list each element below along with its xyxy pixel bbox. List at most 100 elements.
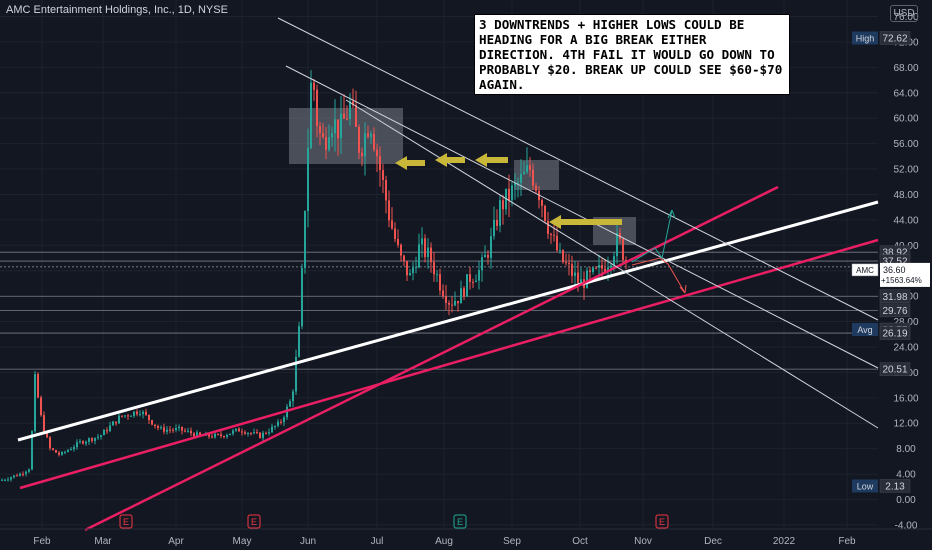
candle-body (322, 133, 324, 137)
candle-body (73, 447, 75, 450)
candle-body (274, 425, 276, 427)
candle-body (571, 264, 573, 276)
earnings-marker[interactable] (119, 514, 133, 529)
candle-body (424, 238, 426, 258)
price-label-badge[interactable] (879, 303, 911, 318)
candle-body (94, 437, 96, 441)
candle-body (487, 254, 489, 258)
x-tick-label: 2022 (773, 536, 796, 547)
price-tag-label: Avg (857, 325, 872, 335)
candle-body (376, 149, 378, 157)
last-price-value: 36.60 (883, 265, 906, 275)
candle-body (556, 235, 558, 251)
candle-body (79, 441, 81, 443)
candle-body (268, 432, 270, 434)
candle-body (445, 296, 447, 303)
price-label-badge[interactable] (879, 326, 911, 340)
candle-body (52, 448, 54, 450)
x-tick-label: Aug (435, 536, 453, 547)
candle-body (232, 430, 234, 434)
candle-body (43, 415, 45, 432)
candle-body (406, 260, 408, 276)
candle-body (379, 156, 381, 171)
price-label-badge[interactable] (879, 479, 911, 493)
candle-body (142, 411, 144, 415)
candle-body (157, 425, 159, 429)
time-axis[interactable]: Feb Mar Apr May Jun Jul Aug Sep Oct Nov Dec 2022 Feb (0, 528, 932, 547)
candle-body (160, 427, 162, 429)
candle-body (454, 300, 456, 306)
currency-button[interactable]: USD (890, 5, 918, 22)
candle-body (493, 219, 495, 237)
annotation-note[interactable]: 3 DOWNTRENDS + HIGHER LOWS COULD BE HEAD… (474, 14, 790, 95)
candle-body (586, 270, 588, 288)
yellow-left-arrow (475, 153, 508, 167)
candle-body (100, 435, 102, 437)
candle-body (520, 174, 522, 183)
price-label-badge[interactable] (879, 289, 911, 304)
candle-body (133, 411, 135, 416)
y-tick-label: 16.00 (893, 393, 918, 404)
candle-body (466, 274, 468, 297)
candle-body (547, 220, 549, 234)
candle-body (373, 134, 375, 150)
price-label-badge[interactable] (879, 31, 911, 45)
candle-body (301, 267, 303, 327)
candle-body (343, 113, 345, 119)
candle-body (61, 452, 63, 455)
candle-body (265, 432, 267, 434)
candle-body (163, 427, 165, 432)
candle-body (247, 432, 249, 434)
candle-body (193, 433, 195, 437)
candle-body (88, 438, 90, 442)
price-label-badge[interactable] (879, 362, 911, 376)
candle-body (529, 165, 531, 170)
candle-body (391, 220, 393, 229)
candle-body (394, 228, 396, 240)
candle-body (10, 477, 12, 480)
yellow-left-arrow (395, 156, 425, 170)
candle-body (616, 233, 618, 257)
last-price-symbol-badge[interactable] (851, 263, 879, 277)
candle-body (484, 254, 486, 258)
candle-body (145, 411, 147, 415)
candle-body (355, 105, 357, 127)
earnings-marker[interactable] (453, 514, 467, 529)
candle-body (499, 200, 501, 226)
earnings-marker-label: E (659, 517, 665, 527)
y-tick-label: 8.00 (896, 444, 916, 455)
candle-body (208, 433, 210, 437)
candle-body (16, 475, 18, 477)
price-axis[interactable]: -4.000.004.008.0012.0016.0020.0024.0028.… (851, 12, 930, 531)
candle-body (250, 432, 252, 434)
candle-body (526, 165, 528, 172)
candle-body (328, 137, 330, 150)
consolidation-box (289, 108, 403, 164)
candle-body (508, 188, 510, 201)
candle-body (592, 267, 594, 272)
candle-body (1, 479, 3, 481)
candle-body (604, 268, 606, 272)
candle-body (613, 256, 615, 266)
candle-body (397, 239, 399, 245)
candle-body (253, 432, 255, 434)
candle-body (292, 391, 294, 402)
uptrend-line-white (17, 200, 879, 442)
candle-body (418, 244, 420, 268)
last-price-badge[interactable] (880, 262, 930, 287)
candle-body (610, 265, 612, 268)
candle-body (154, 424, 156, 426)
earnings-marker[interactable] (247, 514, 261, 529)
candle-body (388, 200, 390, 221)
earnings-marker[interactable] (655, 514, 669, 529)
candle-body (22, 473, 24, 475)
candle-body (475, 280, 477, 283)
candle-body (502, 200, 504, 210)
candle-body (367, 133, 369, 137)
price-tag-badge (852, 479, 878, 493)
candle-body (37, 374, 39, 398)
horizontal-levels (0, 251, 878, 370)
downtrend-line-1 (277, 17, 879, 321)
candle-body (457, 300, 459, 304)
